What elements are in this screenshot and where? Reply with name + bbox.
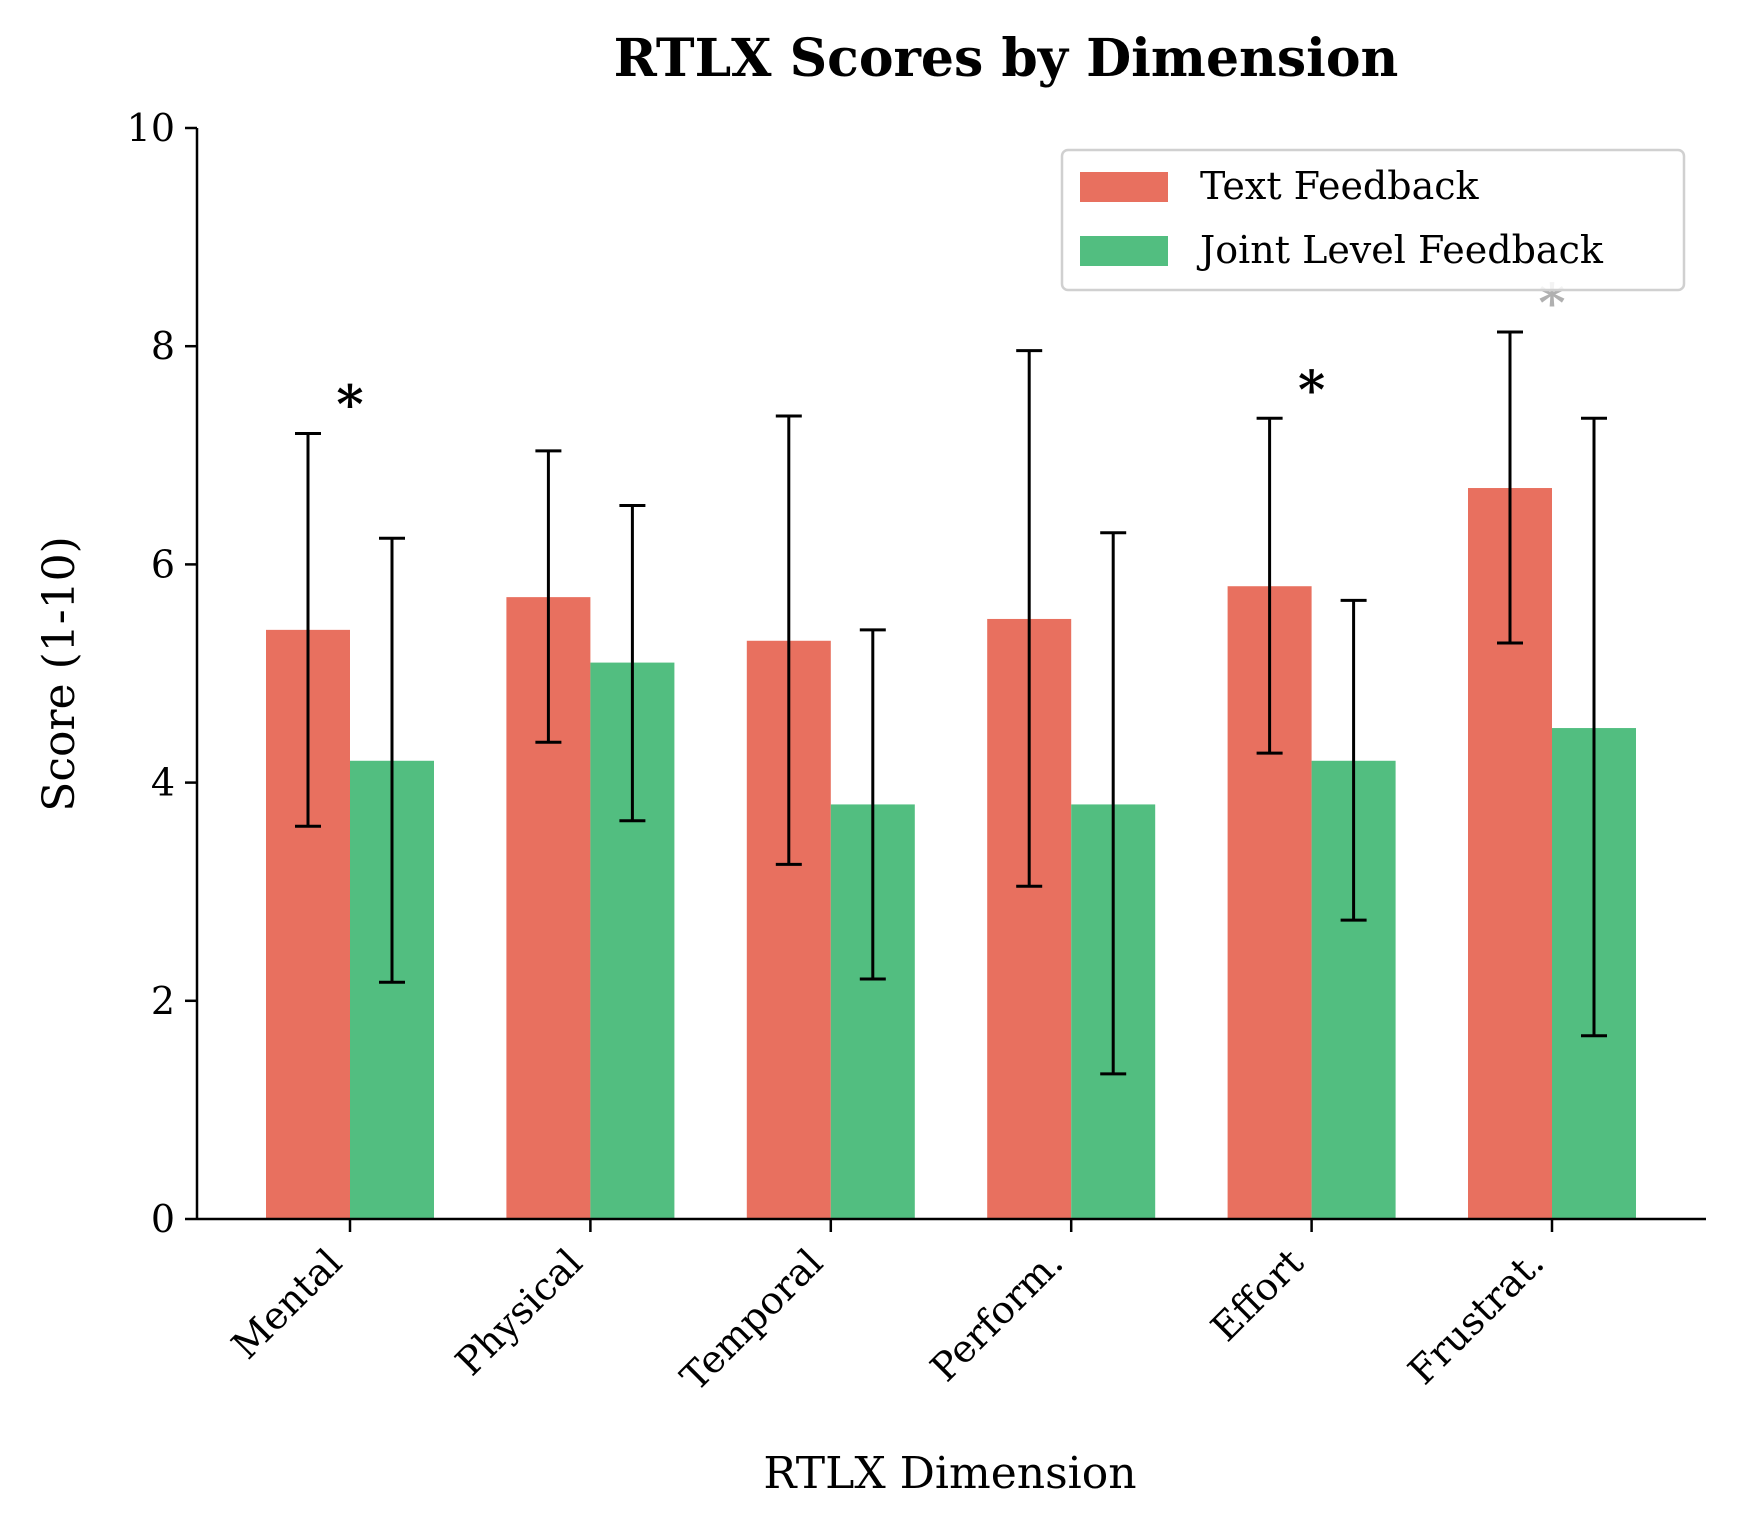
x-axis-label: RTLX Dimension (763, 1448, 1136, 1499)
x-tick-label: Effort (1202, 1240, 1312, 1350)
y-tick-label: 2 (151, 979, 175, 1023)
legend: Text Feedback Joint Level Feedback (1060, 148, 1686, 292)
error-bar (1016, 349, 1043, 888)
error-bar (1497, 330, 1523, 645)
legend-box (1060, 148, 1686, 292)
y-tick-label: 10 (127, 106, 175, 150)
x-tick-label: Frustrat. (1400, 1240, 1553, 1393)
x-tick-label: Temporal (672, 1240, 831, 1399)
x-tick-label: Mental (223, 1240, 350, 1367)
legend-swatch (1080, 172, 1168, 202)
significance-marker: * (336, 374, 363, 435)
y-tick-label: 0 (151, 1197, 175, 1241)
error-bar (295, 431, 321, 828)
error-bar (775, 414, 802, 866)
error-bar (1581, 416, 1607, 1038)
bars-layer (266, 488, 1636, 1219)
x-tick-label: Perform. (922, 1240, 1072, 1390)
legend-label: Joint Level Feedback (1196, 228, 1604, 272)
error-bar (1100, 531, 1127, 1076)
error-bar (379, 536, 405, 984)
y-axis-label: Score (1-10) (34, 536, 85, 812)
error-bar (1256, 416, 1283, 755)
y-tick-label: 8 (151, 324, 175, 368)
legend-swatch (1080, 236, 1168, 266)
x-tick-label: Physical (447, 1240, 591, 1384)
error-bar (1340, 598, 1367, 922)
error-bar (619, 503, 646, 823)
error-bar (535, 449, 562, 744)
chart-title: RTLX Scores by Dimension (614, 28, 1399, 89)
error-bar (859, 628, 886, 981)
errorbars-layer (295, 330, 1607, 1076)
significance-marker: * (1298, 360, 1325, 421)
y-tick-label: 6 (151, 542, 175, 586)
y-tick-label: 4 (151, 761, 175, 805)
annotations-layer: * ** (336, 273, 1565, 435)
legend-label: Text Feedback (1200, 164, 1480, 208)
